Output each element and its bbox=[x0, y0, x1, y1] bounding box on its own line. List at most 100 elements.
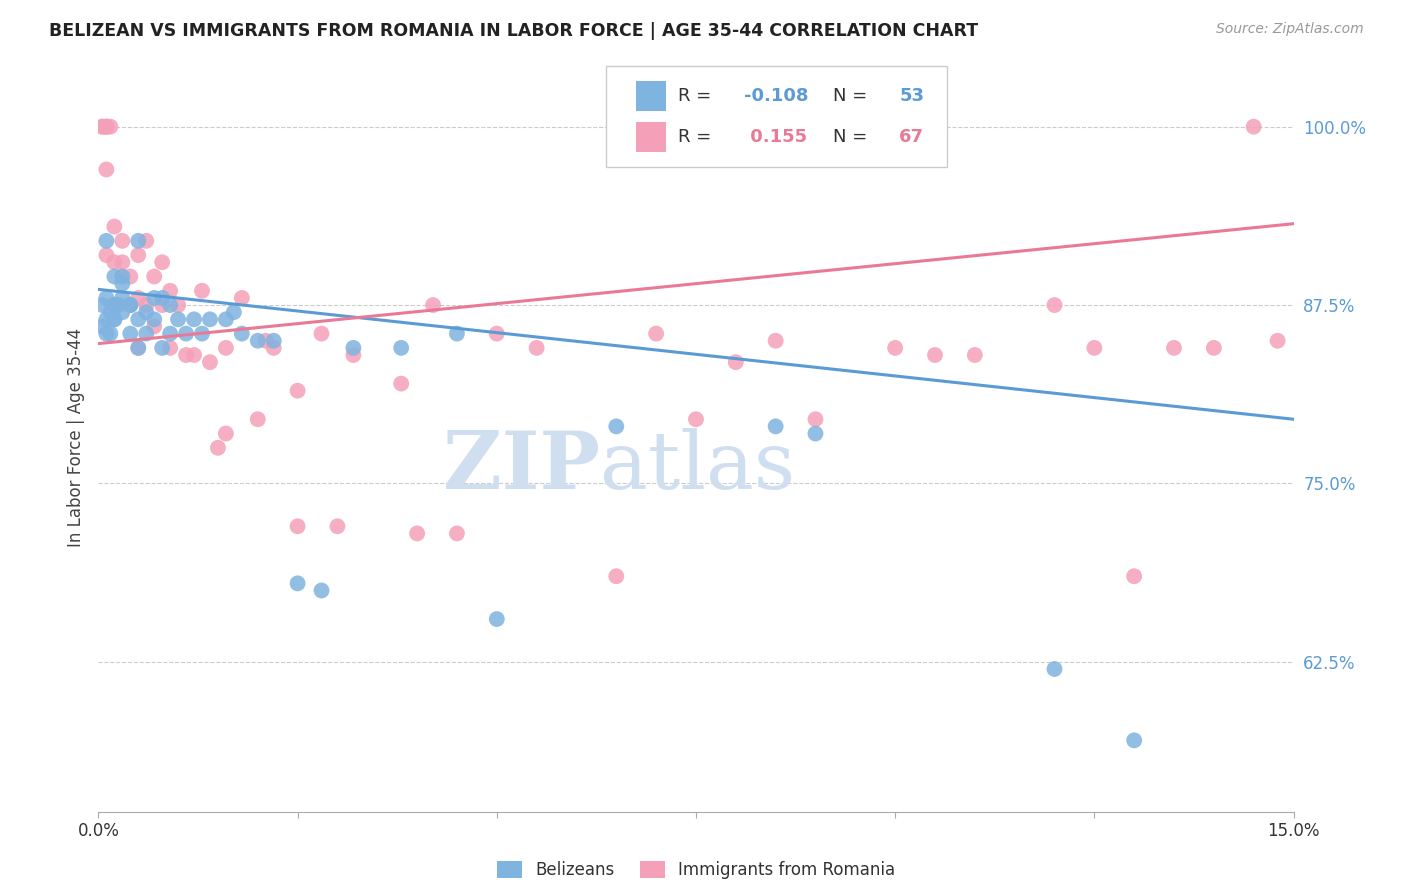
Point bbox=[111, 269, 134, 284]
Point bbox=[96, 234, 118, 248]
Point bbox=[1202, 341, 1225, 355]
Point bbox=[103, 269, 125, 284]
Text: -0.108: -0.108 bbox=[744, 87, 808, 105]
Point bbox=[645, 326, 668, 341]
Point bbox=[103, 298, 125, 312]
Point bbox=[1043, 662, 1066, 676]
Point bbox=[1123, 569, 1146, 583]
Point bbox=[174, 326, 197, 341]
Point bbox=[143, 269, 166, 284]
Point bbox=[207, 441, 229, 455]
Point bbox=[1243, 120, 1265, 134]
Text: atlas: atlas bbox=[600, 428, 796, 506]
Point bbox=[111, 234, 134, 248]
Point bbox=[107, 298, 129, 312]
Point bbox=[263, 341, 285, 355]
Point bbox=[111, 255, 134, 269]
Point bbox=[191, 284, 214, 298]
Point bbox=[287, 384, 309, 398]
FancyBboxPatch shape bbox=[606, 66, 948, 168]
Point bbox=[91, 298, 114, 312]
Point bbox=[1267, 334, 1289, 348]
Point bbox=[103, 219, 125, 234]
Point bbox=[96, 248, 118, 262]
Text: ZIP: ZIP bbox=[443, 428, 600, 506]
Point bbox=[263, 334, 285, 348]
Point bbox=[724, 355, 747, 369]
Point bbox=[254, 334, 277, 348]
Point bbox=[127, 248, 149, 262]
Point bbox=[98, 305, 122, 319]
Point bbox=[111, 305, 134, 319]
Text: 67: 67 bbox=[900, 128, 924, 146]
Point bbox=[120, 298, 142, 312]
Point bbox=[159, 298, 181, 312]
Point bbox=[103, 298, 125, 312]
Point bbox=[103, 312, 125, 326]
Point bbox=[111, 269, 134, 284]
Point bbox=[215, 426, 238, 441]
Text: N =: N = bbox=[834, 128, 873, 146]
Point bbox=[422, 298, 444, 312]
Point bbox=[96, 120, 118, 134]
Point bbox=[406, 526, 429, 541]
Point bbox=[96, 162, 118, 177]
Point bbox=[159, 284, 181, 298]
Point bbox=[1163, 341, 1185, 355]
Point bbox=[342, 348, 364, 362]
Text: BELIZEAN VS IMMIGRANTS FROM ROMANIA IN LABOR FORCE | AGE 35-44 CORRELATION CHART: BELIZEAN VS IMMIGRANTS FROM ROMANIA IN L… bbox=[49, 22, 979, 40]
Point bbox=[135, 326, 157, 341]
Point bbox=[765, 419, 787, 434]
Point bbox=[231, 326, 253, 341]
Point bbox=[685, 412, 707, 426]
Point bbox=[159, 341, 181, 355]
Point bbox=[96, 120, 118, 134]
Text: R =: R = bbox=[678, 87, 717, 105]
Point bbox=[96, 326, 118, 341]
Point bbox=[389, 376, 412, 391]
Legend: Belizeans, Immigrants from Romania: Belizeans, Immigrants from Romania bbox=[491, 855, 901, 886]
Point bbox=[246, 412, 269, 426]
Point bbox=[111, 291, 134, 305]
Point bbox=[605, 419, 627, 434]
Point bbox=[150, 291, 173, 305]
Point bbox=[111, 277, 134, 291]
Point bbox=[120, 269, 142, 284]
Point bbox=[103, 298, 125, 312]
Y-axis label: In Labor Force | Age 35-44: In Labor Force | Age 35-44 bbox=[66, 327, 84, 547]
Text: 0.155: 0.155 bbox=[744, 128, 807, 146]
Point bbox=[96, 120, 118, 134]
Point bbox=[963, 348, 986, 362]
Point bbox=[485, 612, 508, 626]
Point bbox=[215, 312, 238, 326]
Point bbox=[127, 312, 149, 326]
Point bbox=[103, 312, 125, 326]
Point bbox=[98, 326, 122, 341]
Point bbox=[91, 319, 114, 334]
Point bbox=[167, 298, 190, 312]
Point bbox=[143, 291, 166, 305]
Point bbox=[159, 326, 181, 341]
Point bbox=[287, 576, 309, 591]
Point bbox=[120, 326, 142, 341]
Point bbox=[198, 312, 221, 326]
Point bbox=[1083, 341, 1105, 355]
Point bbox=[287, 519, 309, 533]
Point bbox=[342, 341, 364, 355]
Point bbox=[127, 291, 149, 305]
FancyBboxPatch shape bbox=[637, 122, 666, 153]
Point bbox=[96, 312, 118, 326]
Point bbox=[605, 569, 627, 583]
Point bbox=[924, 348, 946, 362]
Point bbox=[485, 326, 508, 341]
Point bbox=[127, 341, 149, 355]
Text: 53: 53 bbox=[900, 87, 924, 105]
Point bbox=[191, 326, 214, 341]
Point bbox=[765, 334, 787, 348]
Point bbox=[167, 312, 190, 326]
Point bbox=[311, 326, 333, 341]
Point bbox=[326, 519, 349, 533]
FancyBboxPatch shape bbox=[637, 81, 666, 112]
Point bbox=[120, 298, 142, 312]
Point bbox=[246, 334, 269, 348]
